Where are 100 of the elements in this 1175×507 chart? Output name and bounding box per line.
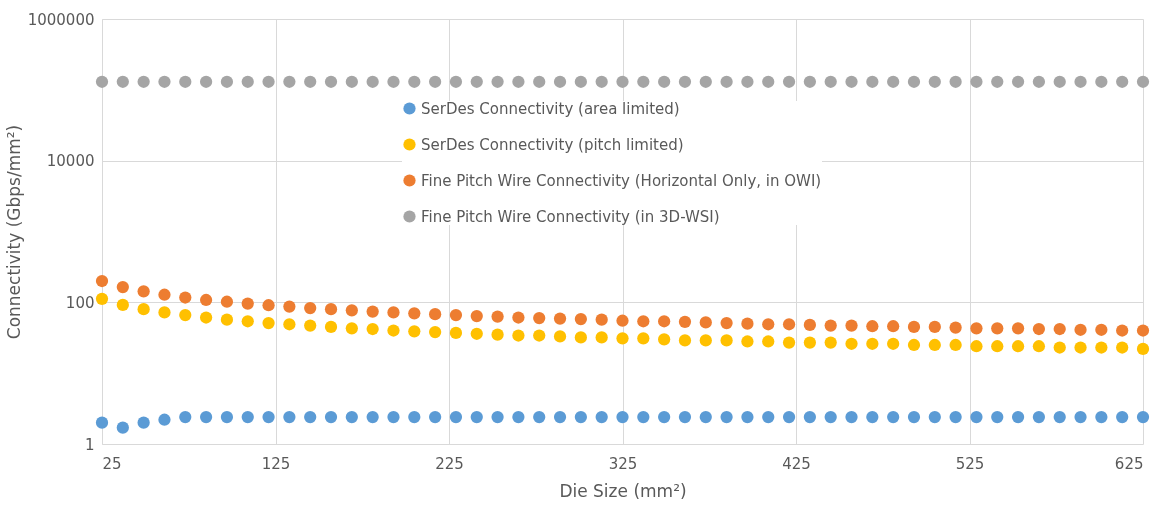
point: [1053, 75, 1066, 88]
x-axis-title: Die Size (mm²): [559, 480, 687, 501]
point: [408, 307, 421, 320]
point: [470, 75, 483, 88]
x-tick-label: 125: [261, 454, 291, 473]
point: [533, 410, 546, 424]
point: [1116, 341, 1129, 354]
point: [366, 75, 379, 88]
point: [970, 340, 983, 353]
point: [491, 328, 504, 341]
point: [158, 288, 171, 301]
point: [345, 75, 358, 88]
point: [491, 410, 504, 424]
point: [1116, 410, 1129, 424]
point: [116, 281, 129, 294]
point: [324, 75, 338, 88]
point: [1032, 410, 1046, 424]
point: [1095, 341, 1108, 354]
point: [949, 410, 962, 424]
legend-label: Fine Pitch Wire Connectivity (Horizontal Only, in OWI): [421, 171, 822, 190]
point: [907, 338, 921, 352]
point: [803, 336, 816, 349]
point: [637, 332, 650, 345]
point: [345, 322, 358, 335]
point: [429, 325, 442, 339]
point: [512, 311, 525, 324]
point: [782, 336, 796, 349]
point: [533, 75, 546, 88]
point: [1136, 75, 1150, 88]
point: [1136, 342, 1150, 356]
point: [116, 75, 129, 88]
point: [449, 309, 463, 322]
point: [429, 410, 442, 424]
point: [720, 75, 733, 88]
point: [845, 337, 858, 350]
point: [1116, 324, 1129, 337]
point: [887, 410, 900, 424]
point: [512, 329, 525, 342]
point: [762, 75, 775, 88]
point: [574, 312, 587, 326]
point: [533, 329, 546, 342]
point: [678, 75, 692, 88]
point: [845, 410, 858, 424]
point: [387, 306, 400, 319]
legend-label: Fine Pitch Wire Connectivity (in 3D-WSI): [421, 207, 720, 226]
x-tick-label: 625: [1114, 454, 1144, 473]
point: [928, 320, 941, 334]
point: [324, 303, 338, 316]
point: [824, 75, 837, 88]
point: [512, 75, 525, 88]
point: [158, 75, 171, 88]
point: [137, 285, 150, 298]
point: [241, 75, 254, 88]
point: [616, 75, 629, 88]
point: [95, 75, 109, 88]
point: [866, 320, 879, 333]
point: [1116, 75, 1129, 88]
point: [283, 410, 296, 424]
point: [762, 410, 775, 424]
point: [199, 410, 213, 424]
point: [429, 308, 442, 321]
point: [220, 410, 234, 424]
point: [95, 274, 109, 288]
point: [179, 291, 192, 304]
point: [1011, 410, 1025, 424]
point: [491, 310, 504, 323]
point: [1074, 75, 1087, 88]
point: [512, 410, 525, 424]
point: [1032, 340, 1046, 353]
point: [179, 309, 192, 322]
point: [803, 75, 816, 88]
point: [928, 410, 941, 424]
point: [595, 313, 608, 326]
point: [1095, 410, 1108, 424]
point: [345, 304, 358, 317]
point: [262, 316, 275, 330]
point: [1011, 75, 1025, 88]
point: [241, 410, 254, 424]
point: [637, 315, 650, 328]
point: [616, 410, 629, 424]
point: [533, 311, 546, 325]
point: [408, 325, 421, 338]
point: [283, 300, 296, 313]
point: [907, 320, 921, 334]
point: [553, 312, 567, 325]
point: [970, 410, 983, 424]
point: [720, 410, 733, 424]
point: [949, 75, 962, 88]
point: [283, 318, 296, 331]
point: [408, 75, 421, 88]
point: [304, 319, 317, 332]
point: [866, 75, 879, 88]
point: [699, 75, 712, 88]
point: [907, 75, 921, 88]
point: [449, 410, 463, 424]
point: [699, 410, 712, 424]
point: [1053, 341, 1066, 354]
point: [95, 292, 109, 305]
point: [366, 305, 379, 318]
point: [304, 75, 317, 88]
